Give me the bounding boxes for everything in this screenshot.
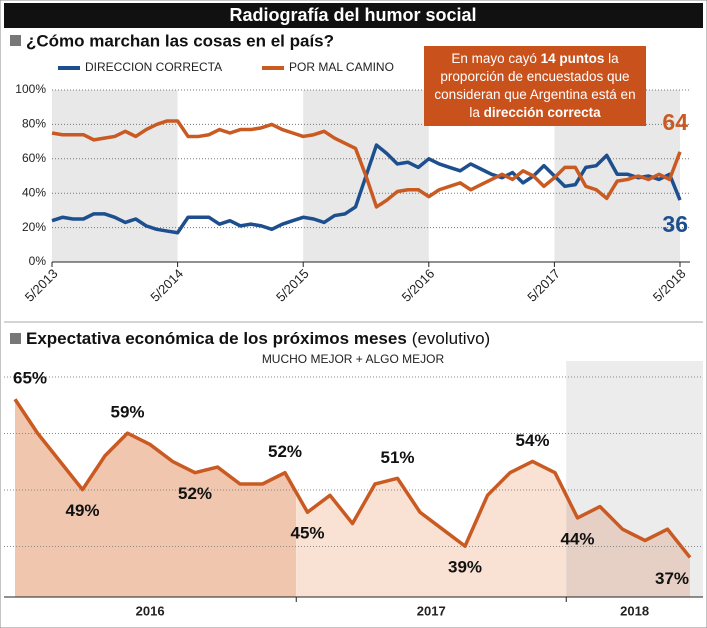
y-tick-label: 40% bbox=[22, 185, 46, 199]
value-label: 51% bbox=[380, 448, 414, 467]
value-label: 44% bbox=[560, 529, 594, 548]
series-line bbox=[13, 398, 692, 559]
y-tick-label: 60% bbox=[22, 151, 46, 165]
end-label: 36 bbox=[662, 211, 688, 237]
year-band bbox=[52, 90, 178, 262]
series-line bbox=[51, 119, 682, 209]
chart-title: Expectativa económica de los próximos me… bbox=[26, 329, 490, 348]
annotation-text: dirección correcta bbox=[483, 105, 601, 120]
chart-subtitle: MUCHO MEJOR + ALGO MEJOR bbox=[262, 352, 445, 366]
value-label: 37% bbox=[655, 569, 689, 588]
y-tick-label: 0% bbox=[29, 254, 47, 268]
y-tick-label: 80% bbox=[22, 117, 46, 131]
header-title: Radiografía del humor social bbox=[229, 5, 476, 25]
value-label: 52% bbox=[268, 442, 302, 461]
value-label: 65% bbox=[13, 369, 47, 388]
value-label: 49% bbox=[65, 501, 99, 520]
area-fill bbox=[15, 399, 297, 597]
chart-title: ¿Cómo marchan las cosas en el país? bbox=[26, 31, 334, 50]
header-bar bbox=[4, 3, 703, 28]
x-group-label: 2018 bbox=[620, 603, 649, 618]
x-group-label: 2016 bbox=[136, 603, 165, 618]
value-label: 59% bbox=[110, 403, 144, 422]
title-note: (evolutivo) bbox=[412, 329, 490, 348]
legend-label: DIRECCION CORRECTA bbox=[85, 60, 222, 74]
y-tick-label: 100% bbox=[15, 82, 46, 96]
x-group-label: 2017 bbox=[417, 603, 446, 618]
value-label: 45% bbox=[290, 524, 324, 543]
annotation: En mayo cayó 14 puntos la proporción de … bbox=[424, 46, 646, 126]
value-label: 39% bbox=[448, 558, 482, 577]
annotation-text: 14 puntos bbox=[540, 51, 605, 66]
value-label: 54% bbox=[515, 431, 549, 450]
title-main: Expectativa económica de los próximos me… bbox=[26, 329, 407, 348]
y-tick-label: 20% bbox=[22, 220, 46, 234]
value-label: 52% bbox=[178, 484, 212, 503]
legend-label: POR MAL CAMINO bbox=[289, 60, 394, 74]
bullet bbox=[10, 35, 21, 46]
annotation-text: la proporción de encuestados que conside… bbox=[434, 51, 636, 120]
end-label: 64 bbox=[662, 109, 688, 135]
annotation-text: En mayo cayó bbox=[451, 51, 541, 66]
bullet bbox=[10, 333, 21, 344]
area-fill bbox=[296, 461, 567, 597]
